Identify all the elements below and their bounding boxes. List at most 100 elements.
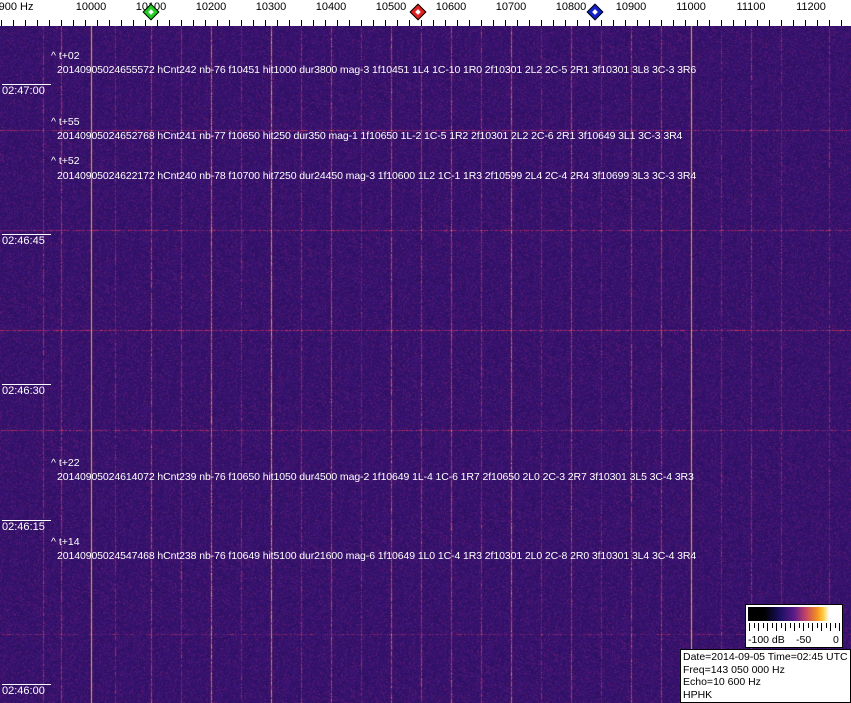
scale-tick <box>839 623 840 631</box>
axis-tick <box>409 20 410 26</box>
axis-tick <box>337 20 338 26</box>
axis-tick <box>61 20 62 26</box>
scale-tick <box>780 623 782 628</box>
axis-tick <box>565 20 566 26</box>
detection-text: 20140905024652768 hCnt241 nb-77 f10650 h… <box>57 130 683 142</box>
axis-tick <box>529 20 530 26</box>
axis-tick <box>685 20 686 26</box>
axis-tick <box>745 20 746 26</box>
scale-tick <box>803 623 804 631</box>
axis-tick <box>85 20 86 26</box>
detection-offset: ^ t+55 <box>51 116 80 128</box>
axis-tick <box>445 20 446 26</box>
axis-tick <box>721 20 722 26</box>
frequency-label: 10900 <box>615 1 647 13</box>
axis-tick <box>649 20 650 26</box>
axis-tick <box>625 20 626 26</box>
axis-tick <box>457 20 458 26</box>
detection-offset: ^ t+52 <box>51 155 80 167</box>
frequency-label: 11000 <box>676 1 706 13</box>
time-label: 02:46:15 <box>2 520 51 533</box>
scale-label: -50 <box>796 634 812 646</box>
axis-tick <box>781 20 782 26</box>
axis-tick <box>385 20 386 26</box>
time-label: 02:47:00 <box>2 84 51 97</box>
axis-tick <box>553 20 554 26</box>
axis-tick <box>109 20 110 26</box>
color-gradient <box>748 607 840 621</box>
axis-tick <box>349 20 350 26</box>
frequency-label: 10800 <box>555 1 587 13</box>
frequency-label: 10500 <box>375 1 407 13</box>
scale-tick <box>816 623 818 628</box>
scale-tick <box>789 623 791 628</box>
waterfall-spectrogram <box>0 26 851 703</box>
axis-tick <box>121 20 122 26</box>
axis-tick <box>229 20 230 26</box>
axis-tick <box>481 20 482 26</box>
axis-tick <box>613 20 614 26</box>
axis-tick <box>637 20 638 26</box>
axis-tick <box>193 20 194 26</box>
frequency-label: 10600 <box>435 1 467 13</box>
axis-tick <box>433 20 434 26</box>
axis-tick <box>1 20 2 26</box>
axis-tick <box>133 20 134 26</box>
red-marker-icon[interactable] <box>409 3 427 21</box>
scale-tick <box>812 623 813 631</box>
axis-tick <box>157 20 158 26</box>
scale-tick <box>767 623 768 631</box>
axis-tick <box>841 20 842 26</box>
scale-tick <box>825 623 827 628</box>
axis-tick <box>517 20 518 26</box>
detection-offset: ^ t+22 <box>51 457 80 469</box>
axis-tick <box>709 20 710 26</box>
frequency-label: 10200 <box>195 1 227 13</box>
scale-tick <box>776 623 777 631</box>
scale-tick <box>762 623 764 628</box>
axis-tick <box>829 20 830 26</box>
axis-tick <box>325 20 326 26</box>
frequency-label: 9900 Hz <box>0 1 34 13</box>
frequency-label: 11100 <box>736 1 766 13</box>
axis-tick <box>373 20 374 26</box>
detection-offset: ^ t+14 <box>51 536 80 548</box>
time-label: 02:46:30 <box>2 384 51 397</box>
axis-tick <box>265 20 266 26</box>
axis-tick <box>169 20 170 26</box>
axis-tick <box>289 20 290 26</box>
scale-tick <box>785 623 786 631</box>
scale-tick <box>794 623 795 631</box>
axis-tick <box>673 20 674 26</box>
axis-tick <box>505 20 506 26</box>
axis-tick <box>757 20 758 26</box>
axis-tick <box>205 20 206 26</box>
axis-tick <box>697 20 698 26</box>
scale-tick <box>758 623 759 631</box>
axis-tick <box>661 20 662 26</box>
frequency-label: 10000 <box>75 1 107 13</box>
axis-tick <box>241 20 242 26</box>
axis-tick <box>601 20 602 26</box>
info-panel: Date=2014-09-05 Time=02:45 UTC Freq=143 … <box>680 649 851 703</box>
axis-tick <box>793 20 794 26</box>
axis-tick <box>181 20 182 26</box>
axis-tick <box>421 20 422 26</box>
axis-tick <box>97 20 98 26</box>
axis-tick <box>493 20 494 26</box>
detection-offset: ^ t+02 <box>51 50 80 62</box>
axis-tick <box>145 20 146 26</box>
axis-tick <box>733 20 734 26</box>
axis-tick <box>49 20 50 26</box>
blue-marker-icon[interactable] <box>586 3 604 21</box>
scale-tick <box>753 623 755 628</box>
detection-text: 20140905024622172 hCnt240 nb-78 f10700 h… <box>57 170 697 182</box>
axis-tick <box>217 20 218 26</box>
time-label: 02:46:45 <box>2 234 51 247</box>
axis-tick <box>25 20 26 26</box>
scale-tick <box>834 623 836 628</box>
scale-label: 0 <box>833 634 839 646</box>
frequency-label: 11200 <box>796 1 826 13</box>
frequency-axis: 9900 Hz100001010010200103001040010500106… <box>0 0 851 26</box>
